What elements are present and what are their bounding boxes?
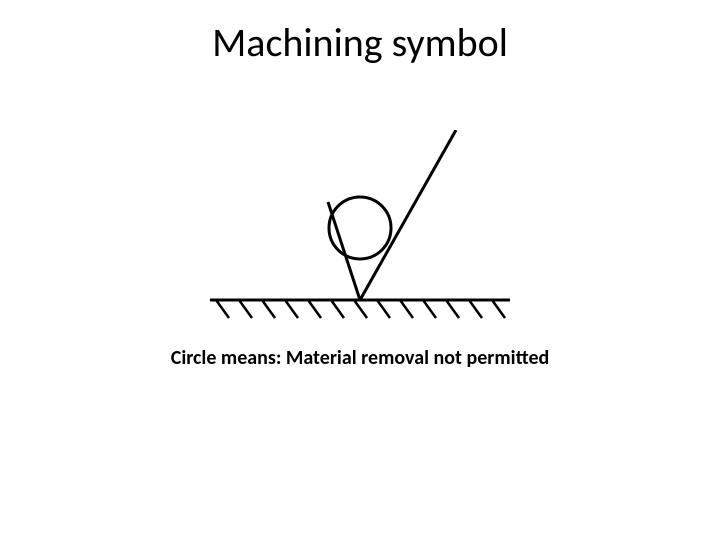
machining-symbol-figure bbox=[210, 130, 520, 330]
machining-symbol-icon bbox=[210, 130, 520, 325]
slide: Machining symbol Circle means: Material … bbox=[0, 0, 720, 540]
caption-text: Circle means: Material removal not permi… bbox=[0, 346, 720, 370]
slide-title: Machining symbol bbox=[0, 18, 720, 67]
